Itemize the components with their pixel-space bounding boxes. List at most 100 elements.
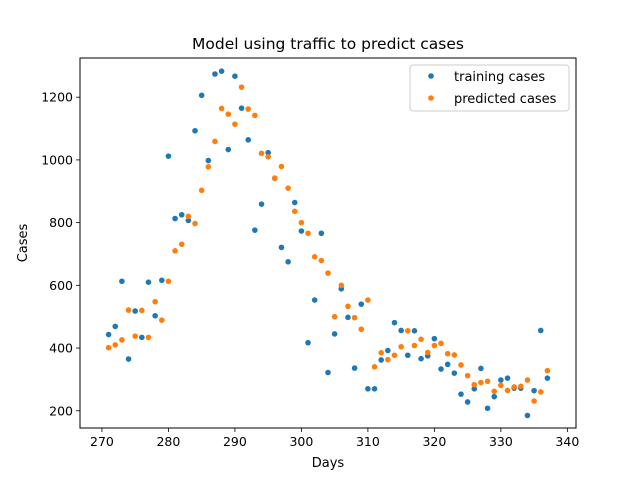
y-axis: 200 400 600 800 1000 1200 bbox=[41, 90, 80, 418]
predicted-point bbox=[378, 349, 384, 356]
predicted-point bbox=[498, 382, 504, 389]
training-point bbox=[345, 314, 351, 321]
predicted-point bbox=[238, 84, 245, 90]
predicted-point bbox=[338, 282, 345, 289]
training-point bbox=[371, 386, 378, 392]
x-tick-label: 280 bbox=[156, 434, 180, 449]
predicted-point bbox=[544, 367, 551, 374]
y-tick-label: 600 bbox=[49, 278, 73, 293]
plot-points bbox=[105, 68, 551, 419]
predicted-point bbox=[105, 344, 112, 351]
predicted-point bbox=[212, 138, 218, 145]
predicted-point bbox=[125, 307, 132, 313]
predicted-point bbox=[278, 163, 285, 170]
training-point bbox=[491, 393, 498, 400]
training-point bbox=[418, 355, 424, 362]
training-point bbox=[185, 217, 192, 224]
training-point bbox=[478, 365, 484, 372]
y-tick-label: 800 bbox=[49, 215, 73, 230]
training-point bbox=[232, 73, 238, 79]
training-point bbox=[351, 365, 358, 371]
predicted-point bbox=[358, 326, 365, 333]
predicted-point bbox=[371, 364, 378, 370]
training-point bbox=[119, 278, 125, 285]
y-tick-label: 400 bbox=[49, 341, 73, 356]
predicted-point bbox=[132, 333, 138, 339]
x-tick-label: 340 bbox=[555, 434, 579, 449]
series-predicted-cases bbox=[105, 84, 551, 404]
predicted-point bbox=[524, 377, 531, 383]
predicted-point bbox=[232, 121, 238, 127]
predicted-point bbox=[172, 248, 178, 254]
legend-label-training: training cases bbox=[454, 70, 545, 85]
predicted-point bbox=[464, 372, 471, 379]
legend: training cases predicted cases bbox=[409, 64, 570, 112]
legend-box bbox=[409, 64, 570, 112]
x-tick-label: 310 bbox=[356, 434, 380, 449]
predicted-point bbox=[484, 378, 491, 385]
training-point bbox=[311, 297, 318, 303]
predicted-point bbox=[305, 230, 311, 237]
predicted-point bbox=[119, 337, 125, 343]
predicted-point bbox=[345, 303, 351, 310]
predicted-point bbox=[471, 381, 478, 388]
predicted-point bbox=[205, 164, 212, 170]
training-point bbox=[365, 386, 371, 392]
training-point bbox=[484, 405, 491, 412]
predicted-point bbox=[365, 297, 371, 303]
legend-label-predicted: predicted cases bbox=[454, 92, 557, 107]
predicted-point bbox=[451, 352, 458, 358]
predicted-point bbox=[258, 150, 265, 157]
training-point bbox=[438, 366, 444, 372]
training-point bbox=[278, 244, 285, 251]
training-point bbox=[458, 391, 464, 397]
training-point bbox=[331, 331, 338, 337]
training-point bbox=[385, 347, 391, 354]
predicted-point bbox=[272, 175, 278, 181]
training-point bbox=[431, 335, 438, 342]
predicted-point bbox=[265, 153, 271, 160]
predicted-point bbox=[424, 349, 431, 356]
training-point bbox=[172, 215, 178, 222]
training-point bbox=[178, 211, 185, 218]
predicted-point bbox=[385, 356, 391, 363]
predicted-point bbox=[531, 398, 537, 404]
training-point bbox=[258, 201, 265, 207]
training-point bbox=[531, 387, 537, 394]
predicted-point bbox=[158, 317, 165, 323]
predicted-point bbox=[418, 336, 424, 343]
predicted-point bbox=[285, 185, 291, 191]
predicted-point bbox=[152, 298, 158, 305]
training-point bbox=[238, 105, 245, 111]
training-point bbox=[504, 375, 511, 381]
predicted-point bbox=[311, 253, 318, 260]
predicted-point bbox=[351, 314, 358, 321]
training-point bbox=[192, 127, 198, 134]
training-point bbox=[145, 279, 152, 285]
training-point bbox=[305, 339, 311, 346]
training-point bbox=[298, 228, 305, 234]
predicted-point bbox=[291, 208, 298, 215]
predicted-point bbox=[245, 106, 252, 112]
training-point bbox=[125, 356, 132, 362]
x-axis: 270 280 290 300 310 320 330 340 bbox=[90, 428, 579, 449]
predicted-point bbox=[511, 384, 517, 390]
training-point bbox=[105, 331, 112, 338]
x-tick-label: 300 bbox=[289, 434, 313, 449]
predicted-point bbox=[398, 343, 404, 350]
x-tick-label: 290 bbox=[223, 434, 247, 449]
training-point bbox=[498, 377, 504, 383]
predicted-point bbox=[139, 307, 145, 314]
predicted-point bbox=[391, 352, 398, 359]
training-point bbox=[152, 312, 158, 319]
training-point bbox=[464, 399, 471, 405]
predicted-point bbox=[444, 350, 451, 357]
training-point bbox=[318, 230, 325, 237]
y-axis-label: Cases bbox=[16, 223, 31, 262]
training-point bbox=[378, 357, 384, 363]
training-point bbox=[291, 199, 298, 206]
y-tick-label: 1000 bbox=[41, 152, 73, 167]
predicted-point bbox=[458, 362, 464, 368]
predicted-point bbox=[318, 257, 325, 264]
training-point bbox=[544, 375, 551, 381]
